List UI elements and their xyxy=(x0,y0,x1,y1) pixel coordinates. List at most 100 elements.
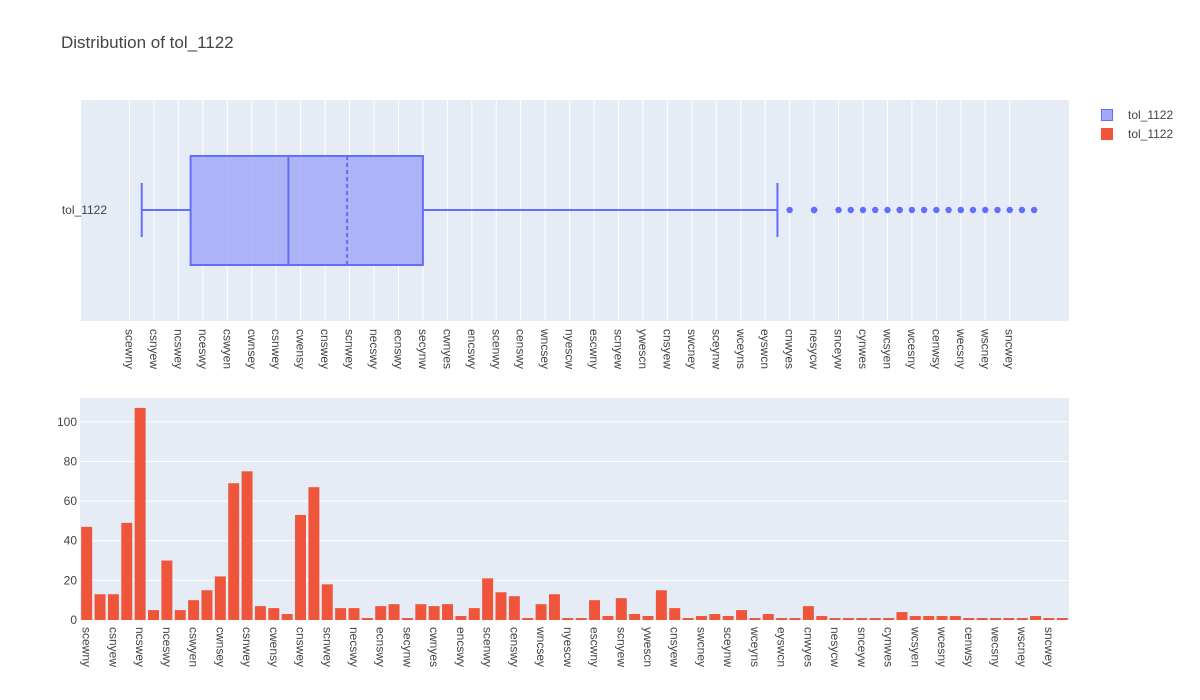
bar-x-tick-label: scnwey xyxy=(320,627,334,667)
bar xyxy=(214,576,226,620)
box-x-tick-label: ywescn xyxy=(636,329,650,369)
bar xyxy=(936,616,948,620)
box-x-tick-label: cswyen xyxy=(220,329,234,369)
bar xyxy=(188,600,200,620)
bar xyxy=(375,606,387,620)
bar xyxy=(254,606,266,620)
bar xyxy=(923,616,935,620)
box-outlier-point xyxy=(969,206,977,214)
box-outlier-point xyxy=(896,206,903,214)
bar-x-tick-label: wncsey xyxy=(534,626,548,667)
bar-x-tick-label: csnwey xyxy=(240,627,254,667)
box-x-tick-label: swcney xyxy=(685,329,699,369)
legend-swatch-box xyxy=(1101,108,1113,121)
box-x-tick-label: ecnswy xyxy=(391,329,405,369)
bar xyxy=(990,618,1001,620)
bar xyxy=(642,616,654,620)
bar xyxy=(295,514,306,620)
bar-x-tick-label: nyescw xyxy=(561,627,575,667)
box-x-tick-label: sncwey xyxy=(1003,329,1017,369)
box-x-tick-label: cwensy xyxy=(294,329,308,369)
bar-x-tick-label: snceyw xyxy=(855,627,869,667)
bar-y-tick-label: 0 xyxy=(70,613,77,627)
bar xyxy=(736,610,748,620)
box-category-label: tol_1122 xyxy=(62,203,107,217)
box-x-tick-label: cnwyes xyxy=(783,329,797,369)
box-x-tick-label: wcsyen xyxy=(880,328,894,369)
bar xyxy=(535,604,547,620)
bar-x-tick-label: cwnsey xyxy=(213,627,227,667)
legend-item-box[interactable]: tol_1122 xyxy=(1101,105,1173,124)
legend-swatch-bar xyxy=(1101,127,1113,140)
box-x-tick-label: wcesny xyxy=(905,328,919,369)
bar xyxy=(134,407,146,620)
bar-x-tick-label: sceynw xyxy=(721,627,735,667)
bar xyxy=(949,616,961,620)
box-outlier-point xyxy=(872,206,879,214)
box-x-tick-label: nceswy xyxy=(196,329,210,369)
bar-x-tick-label: swcney xyxy=(694,627,708,667)
bar-x-tick-label: ecnswy xyxy=(374,627,388,667)
bar-y-tick-label: 60 xyxy=(64,494,78,508)
box-iqr xyxy=(189,155,424,266)
bar-y-tick-label: 80 xyxy=(64,454,78,468)
bar xyxy=(428,606,440,620)
bar-x-tick-label: necswy xyxy=(347,627,361,667)
bar xyxy=(442,604,454,620)
box-x-tick-label: secynw xyxy=(416,329,430,369)
bar xyxy=(909,616,921,620)
box-x-tick-label: nyescw xyxy=(563,329,577,369)
bar-x-tick-label: cnsyew xyxy=(668,627,682,667)
bar xyxy=(749,618,761,620)
legend[interactable]: tol_1122 tol_1122 xyxy=(1101,105,1173,143)
bar xyxy=(802,606,814,620)
bar xyxy=(522,618,534,620)
bar xyxy=(1030,616,1042,620)
box-outlier-point xyxy=(957,206,964,214)
bar-x-tick-label: cnwyes xyxy=(801,627,815,667)
bar xyxy=(615,598,627,620)
bar xyxy=(548,594,560,620)
bar xyxy=(107,594,119,620)
bar xyxy=(401,618,413,620)
bar xyxy=(94,594,106,620)
box-x-tick-label: scewny xyxy=(123,329,137,369)
bar-x-tick-label: ncswey xyxy=(133,627,147,667)
bar xyxy=(348,608,360,620)
bar-x-tick-label: cnswey xyxy=(294,627,308,667)
box-x-tick-label: nesycw xyxy=(807,329,821,369)
box-x-tick-label: sceynw xyxy=(709,329,723,369)
box-outlier-point xyxy=(933,206,940,214)
bar xyxy=(762,614,774,620)
bar-x-tick-label: sncwey xyxy=(1042,627,1056,667)
bar xyxy=(562,618,574,620)
bar xyxy=(789,618,801,620)
legend-label-box: tol_1122 xyxy=(1128,107,1174,122)
box-x-tick-label: wscney xyxy=(978,328,992,369)
box-x-tick-label: censwy xyxy=(514,329,528,369)
bar-x-tick-label: wecsny xyxy=(988,626,1002,667)
chart-title: Distribution of tol_1122 xyxy=(61,33,234,52)
bar-x-tick-label: censwy xyxy=(507,627,521,667)
box-outlier-point xyxy=(920,206,928,214)
box-outlier-point xyxy=(945,206,952,214)
bar-x-tick-label: escwny xyxy=(588,627,602,667)
bar xyxy=(776,618,788,620)
bar xyxy=(655,590,667,620)
box-x-tick-label: snceyw xyxy=(832,329,846,369)
bar xyxy=(228,483,240,620)
bar xyxy=(81,526,93,620)
box-x-tick-label: scnyew xyxy=(612,329,626,369)
legend-item-bar[interactable]: tol_1122 xyxy=(1101,124,1173,143)
bar xyxy=(896,612,908,620)
bar-x-tick-label: cwensy xyxy=(267,627,281,667)
bar xyxy=(308,487,320,620)
box-plot-panel: scewny csnyew ncswey nceswy cswyen cwnsey csnw… xyxy=(62,100,1069,369)
bar xyxy=(482,578,494,620)
box-outlier-point xyxy=(1006,206,1013,214)
bar-y-tick-label: 100 xyxy=(57,415,77,429)
bar xyxy=(629,614,641,620)
bar-x-tick-label: csnyew xyxy=(106,627,120,667)
bar-x-tick-label: scewny xyxy=(80,627,94,667)
